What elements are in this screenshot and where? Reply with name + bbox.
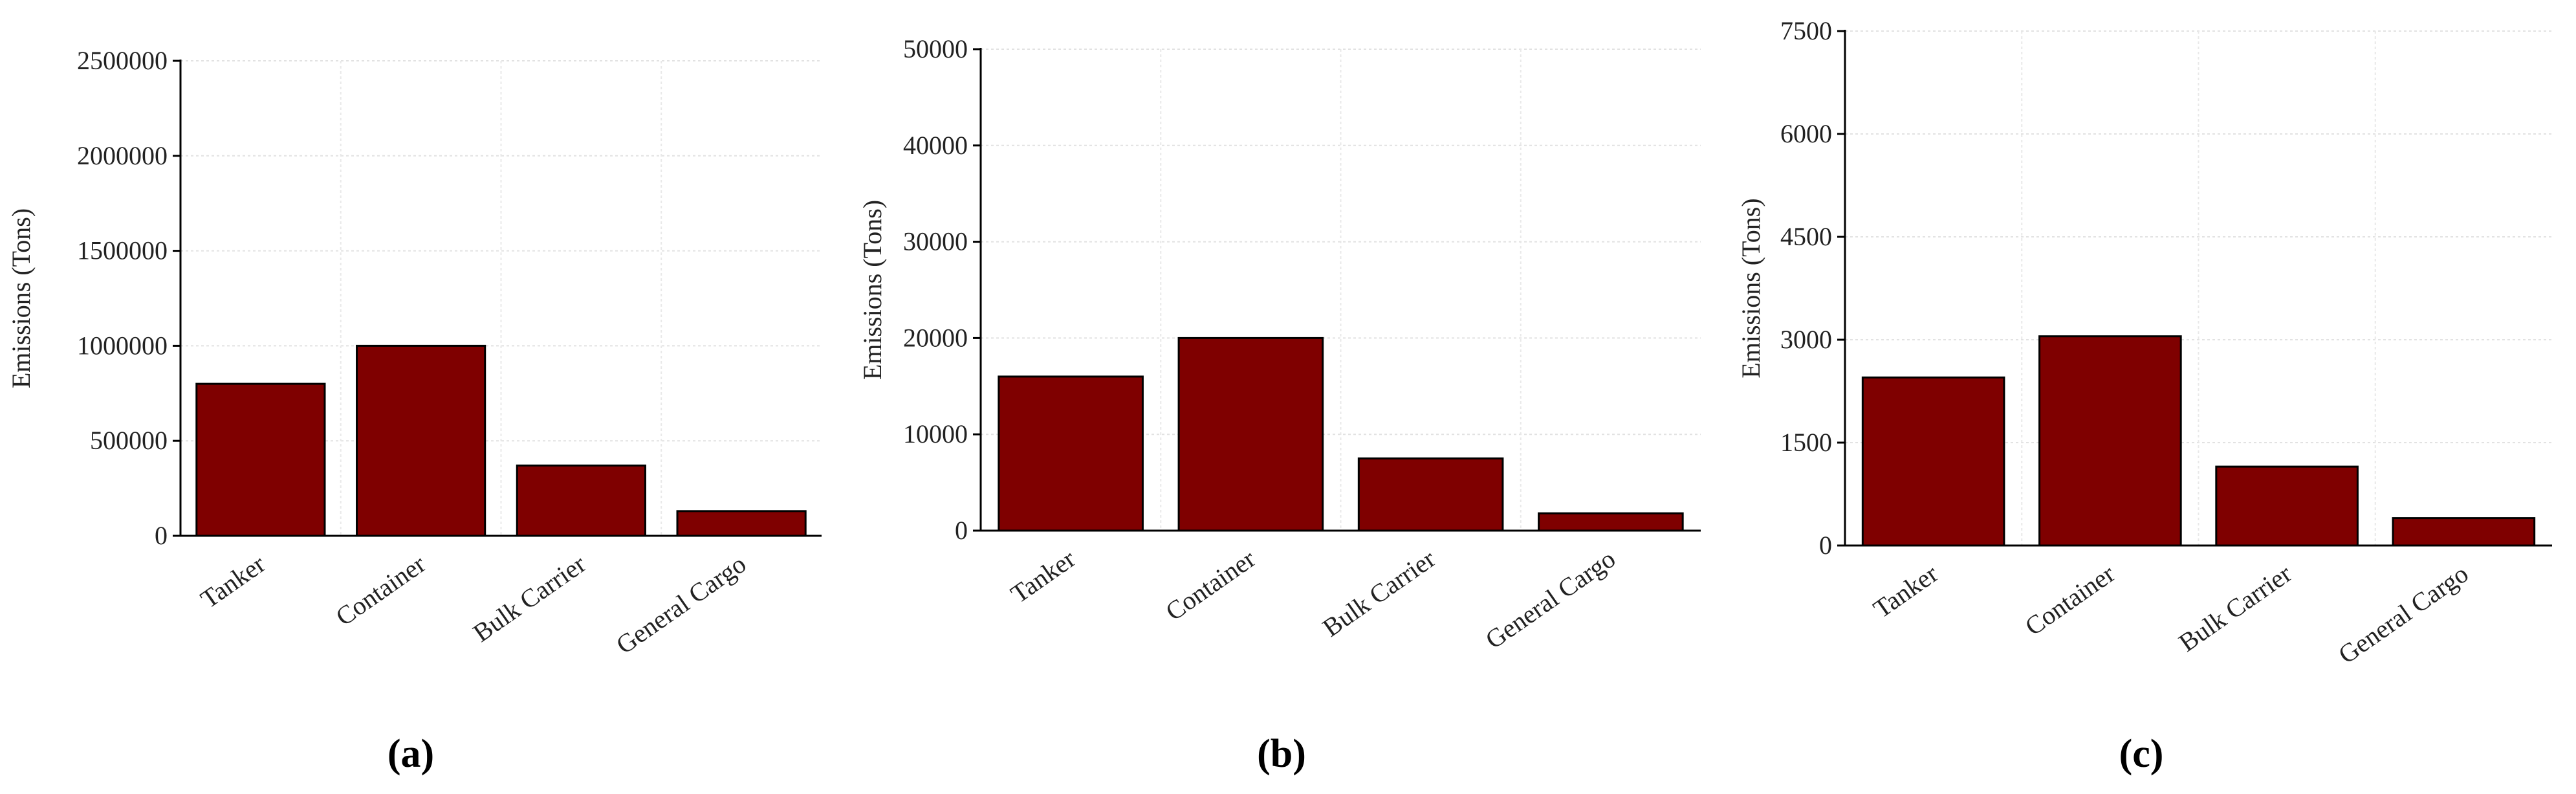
x-tick-label: General Cargo [1480,544,1621,655]
bar [356,344,486,537]
y-tick-label: 3000 [1780,325,1832,354]
x-tick-label: Bulk Carrier [468,549,591,648]
y-tick-label: 1500 [1780,428,1832,457]
y-tick-label: 1000000 [77,331,168,360]
y-tick-label: 0 [1819,531,1832,560]
y-tick-label: 1500000 [77,236,168,265]
x-tick-label: Bulk Carrier [2174,559,2297,657]
y-tick-label: 0 [155,521,168,550]
bar [1861,376,2005,547]
bar [1357,457,1504,532]
x-tick-label: Tanker [195,549,270,614]
bar [1177,336,1324,532]
y-tick-label: 10000 [903,419,968,448]
bar [516,464,646,537]
x-tick-label: Container [331,549,431,632]
caption: (a) [387,732,434,776]
y-tick-label: 2000000 [77,141,168,170]
y-tick-label: 40000 [903,131,968,160]
y-axis-label: Emissions (Tons) [6,208,36,388]
y-axis-label: Emissions (Tons) [1736,198,1765,378]
x-tick-label: Bulk Carrier [1317,544,1441,643]
bar [195,382,326,537]
y-tick-label: 0 [955,516,968,545]
y-tick-label: 20000 [903,323,968,352]
caption: (b) [1257,732,1306,776]
x-tick-label: General Cargo [2333,559,2473,670]
y-tick-label: 4500 [1780,222,1832,251]
bar [998,375,1144,532]
x-tick-label: Tanker [1005,544,1080,609]
caption: (c) [2119,732,2164,776]
y-tick-label: 7500 [1780,16,1832,45]
bar [2038,335,2182,547]
bar [2215,465,2359,547]
x-tick-label: Container [2020,559,2120,641]
y-axis-label: Emissions (Tons) [858,200,887,380]
y-tick-label: 50000 [903,34,968,63]
y-tick-label: 500000 [90,426,168,455]
y-tick-label: 2500000 [77,46,168,75]
bar [1538,512,1684,532]
x-tick-label: General Cargo [611,549,751,660]
y-tick-label: 6000 [1780,119,1832,148]
bar [676,510,807,537]
bar [2392,517,2536,547]
x-tick-label: Tanker [1868,559,1943,624]
y-tick-label: 30000 [903,227,968,256]
x-tick-label: Container [1161,544,1261,626]
